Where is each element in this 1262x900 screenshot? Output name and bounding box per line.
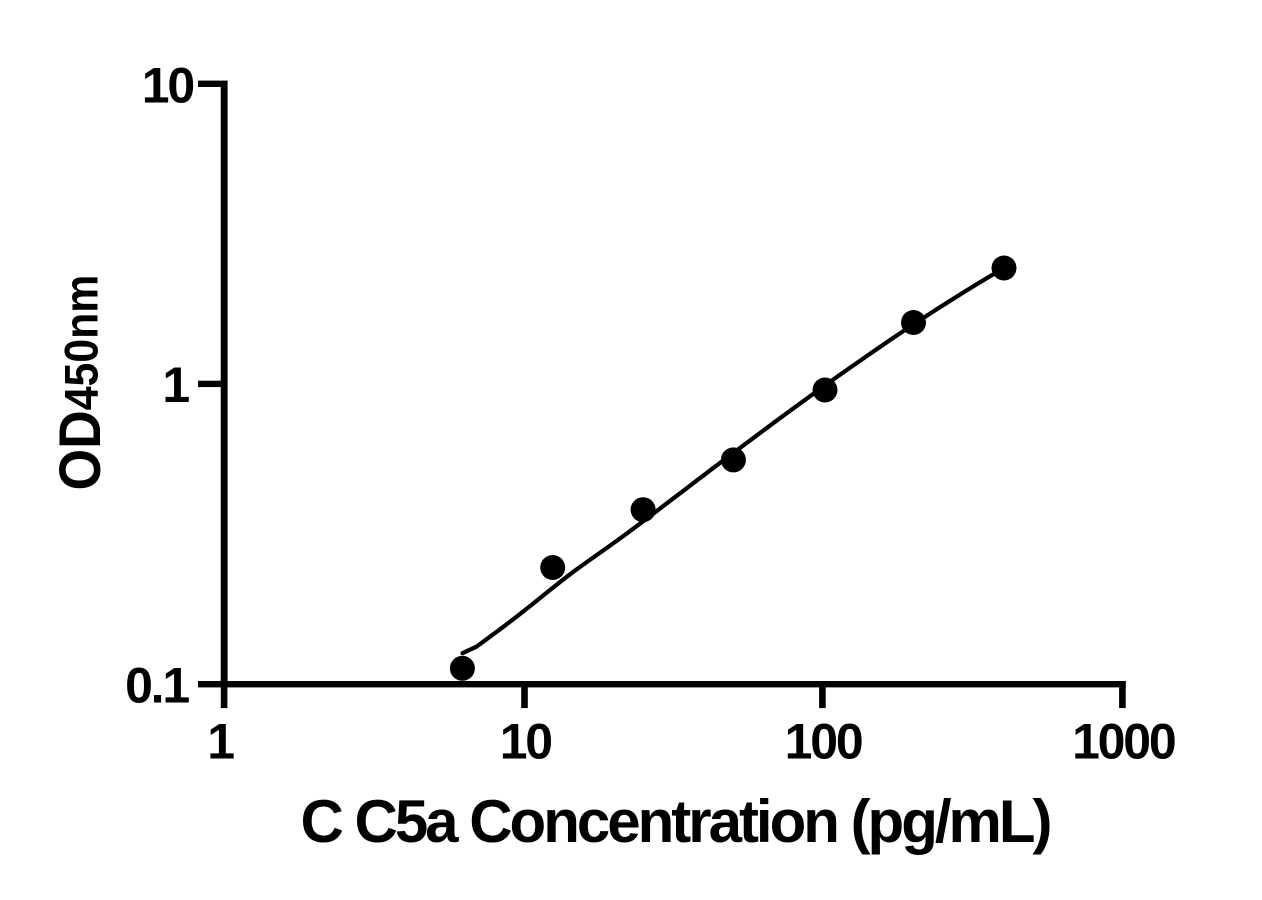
svg-text:1: 1 (162, 357, 189, 413)
svg-text:0.1: 0.1 (125, 657, 189, 713)
svg-text:OD450nm: OD450nm (47, 275, 113, 491)
svg-text:1000: 1000 (1072, 714, 1175, 770)
svg-text:100: 100 (785, 714, 862, 770)
svg-text:1: 1 (207, 714, 234, 770)
svg-text:10: 10 (500, 714, 552, 770)
svg-text:10: 10 (142, 57, 194, 113)
svg-text:C C5a Concentration (pg/mL): C C5a Concentration (pg/mL) (300, 788, 1049, 855)
